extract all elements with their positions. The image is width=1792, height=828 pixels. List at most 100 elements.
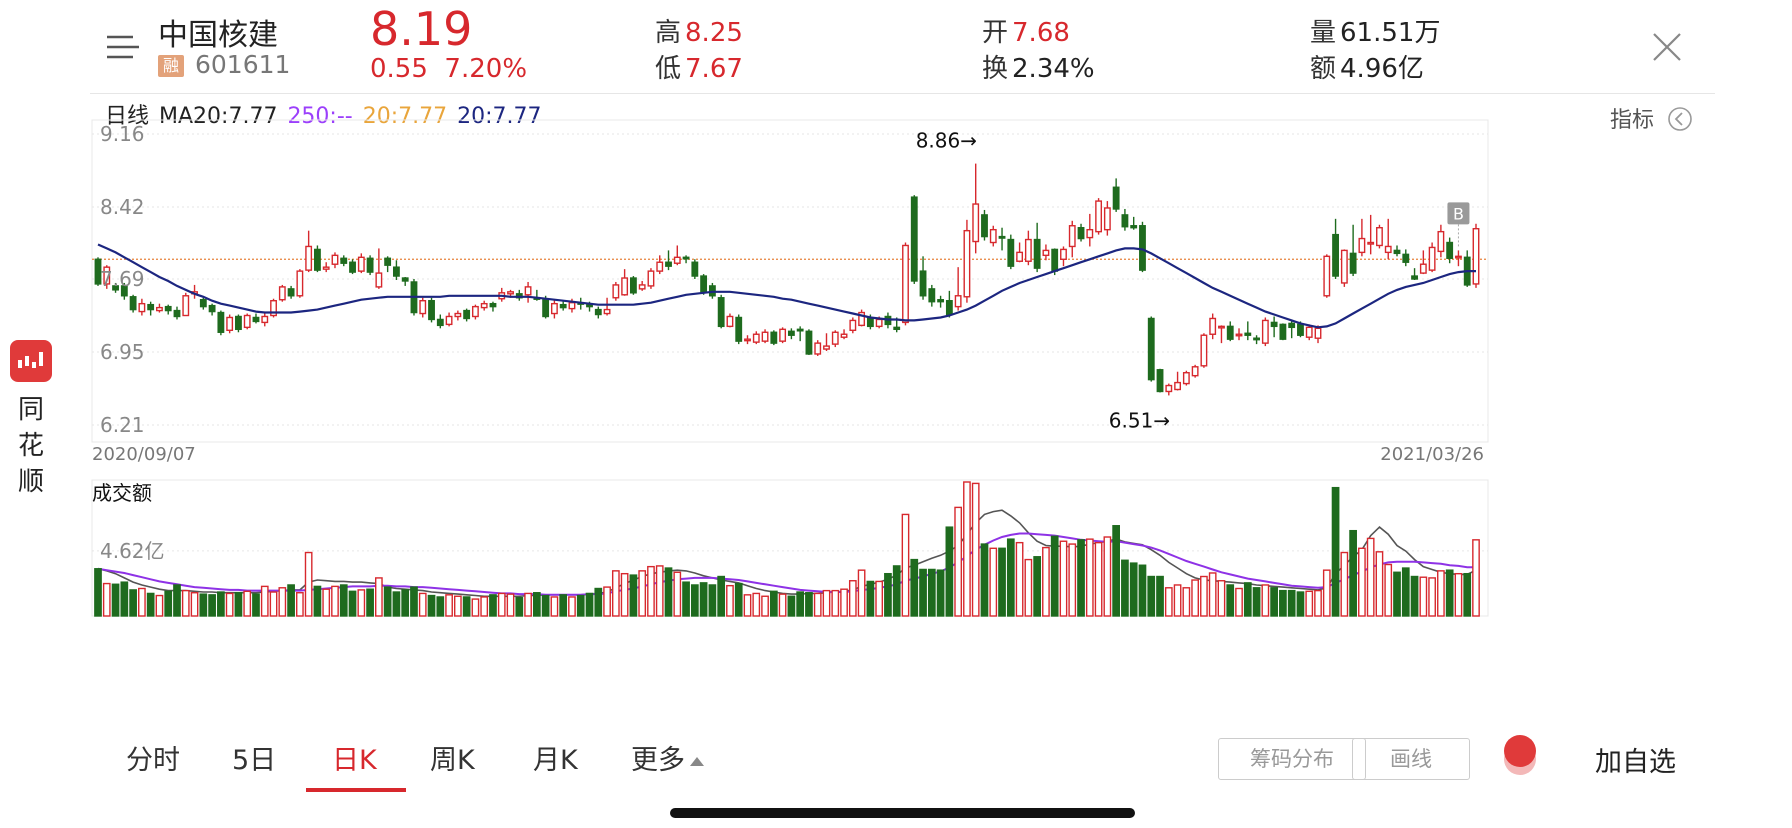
app-brand-text: 同花顺 xyxy=(18,395,45,497)
volume-bar xyxy=(462,596,471,617)
volume-bar xyxy=(1173,584,1182,617)
candle-body xyxy=(1437,230,1445,253)
candle-body xyxy=(208,304,216,313)
candle-body xyxy=(1323,255,1331,297)
candle-body xyxy=(445,315,453,326)
candle-body xyxy=(270,300,277,317)
volume-bar xyxy=(532,592,541,617)
ma20-orange: 20:7.77 xyxy=(362,104,448,129)
candle-body xyxy=(989,228,997,244)
candle-body xyxy=(981,214,988,238)
volume-bar xyxy=(454,595,462,617)
volume-bar xyxy=(611,570,620,617)
price-tick-label: 8.42 xyxy=(100,195,145,219)
volume-bar xyxy=(936,569,945,617)
volume-bar xyxy=(1445,569,1454,617)
end-date-label: 2021/03/26 xyxy=(1380,444,1484,465)
price-chart[interactable]: 9.16 8.42 7.69 6.95 6.21 8.86→ 6.51→ B 2020/09/0… xyxy=(0,0,1792,728)
volume-bar xyxy=(726,584,734,617)
tab-daily-k[interactable]: 日K xyxy=(332,745,377,776)
volume-bar xyxy=(418,592,427,617)
draw-line-button[interactable]: 画线 xyxy=(1352,738,1470,780)
candle-body xyxy=(419,300,427,315)
candle-body xyxy=(805,330,813,355)
volume-bar xyxy=(787,595,796,617)
volume-bar xyxy=(1024,558,1033,617)
candle-body xyxy=(1235,333,1243,337)
volume-bar xyxy=(980,543,989,617)
stock-code: 601611 xyxy=(195,50,291,79)
volume-bar xyxy=(1042,546,1050,617)
candle-body xyxy=(1103,207,1111,231)
candle-body xyxy=(1174,381,1182,391)
stat-open-value: 7.68 xyxy=(1012,18,1070,48)
candle-body xyxy=(1191,366,1199,377)
candle-body xyxy=(226,316,234,332)
candle-body xyxy=(331,254,339,265)
tab-more[interactable]: 更多 xyxy=(631,738,705,777)
record-icon[interactable] xyxy=(1500,735,1540,775)
app-logo[interactable] xyxy=(10,340,52,382)
volume-bar xyxy=(410,586,418,617)
chips-distribution-button[interactable]: 筹码分布 xyxy=(1218,738,1366,780)
volume-bar xyxy=(1287,589,1296,617)
volume-bar xyxy=(1103,536,1112,617)
volume-bar xyxy=(392,591,401,617)
candle-body xyxy=(507,291,514,295)
candle-body xyxy=(1007,238,1015,267)
volume-bar xyxy=(1147,575,1156,617)
candle-body xyxy=(963,229,971,298)
change-percent: 7.20% xyxy=(444,54,528,84)
candle-body xyxy=(1165,384,1173,393)
stat-high-label: 高 xyxy=(655,18,682,48)
volume-bar xyxy=(866,580,875,617)
volume-title: 成交额 xyxy=(92,481,152,505)
candle-body xyxy=(1016,251,1024,262)
candle-body xyxy=(314,248,321,271)
start-date-label: 2020/09/07 xyxy=(92,444,196,465)
volume-bar xyxy=(1077,539,1085,617)
caret-up-icon xyxy=(690,757,704,766)
stat-turnover-value: 2.34% xyxy=(1012,54,1095,84)
close-icon[interactable] xyxy=(1650,30,1684,64)
home-indicator xyxy=(670,808,1135,818)
volume-bar xyxy=(568,596,576,617)
candle-logo-icon xyxy=(18,352,43,368)
candle-body xyxy=(1209,317,1217,335)
candle-body xyxy=(1147,317,1155,381)
volume-bar xyxy=(94,568,102,617)
price-panel-frame xyxy=(91,119,1489,443)
ma250-value: 250:-- xyxy=(287,104,353,129)
stat-volume-value: 61.51万 xyxy=(1340,18,1441,48)
volume-bar xyxy=(1226,584,1235,617)
tab-5day[interactable]: 5日 xyxy=(232,745,277,776)
add-watchlist-button[interactable]: 加自选 xyxy=(1595,747,1676,778)
volume-bar xyxy=(138,587,146,617)
volume-bar xyxy=(401,589,410,617)
tab-timeshare[interactable]: 分时 xyxy=(126,745,180,776)
menu-icon[interactable] xyxy=(105,33,141,61)
volume-tick-label: 4.62亿 xyxy=(100,539,165,563)
volume-bar xyxy=(840,588,848,617)
candle-body xyxy=(1112,186,1120,210)
candle-body xyxy=(1358,237,1366,254)
volume-bar xyxy=(190,592,199,617)
volume-bar xyxy=(1428,577,1436,617)
volume-bar xyxy=(761,595,769,617)
candle-body xyxy=(691,261,699,277)
stat-open-label: 开 xyxy=(982,18,1009,48)
candle-body xyxy=(366,257,374,273)
tab-monthly-k[interactable]: 月K xyxy=(533,745,578,776)
volume-bar xyxy=(576,594,585,617)
tab-weekly-k[interactable]: 周K xyxy=(430,745,475,776)
candle-body xyxy=(1428,246,1436,271)
candle-body xyxy=(94,258,102,285)
volume-bar xyxy=(331,585,339,617)
candle-body xyxy=(1226,325,1234,340)
candle-body xyxy=(717,297,725,328)
volume-bar xyxy=(620,572,629,617)
volume-bar xyxy=(146,592,155,617)
indicator-button[interactable]: 指标 xyxy=(1610,102,1693,134)
candle-body xyxy=(796,328,804,332)
candle-body xyxy=(1393,249,1401,255)
